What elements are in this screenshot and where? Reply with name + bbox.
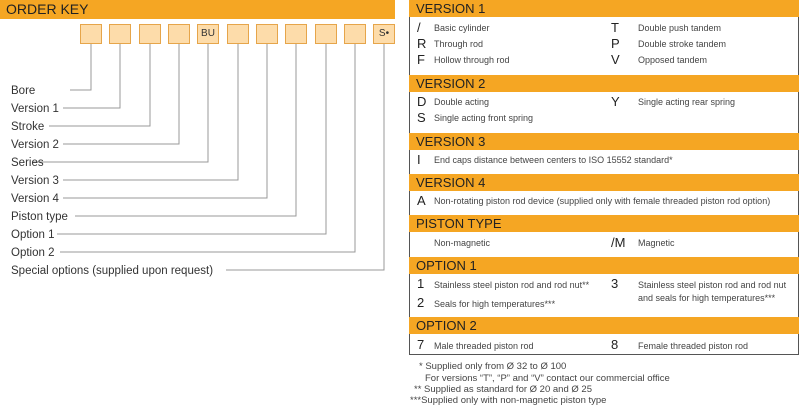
version1-desc: Through rod bbox=[434, 39, 484, 49]
footnote: ***Supplied only with non-magnetic pisto… bbox=[410, 395, 607, 406]
version4-header: VERSION 4 bbox=[409, 174, 799, 191]
footnote: ** Supplied as standard for Ø 20 and Ø 2… bbox=[414, 384, 592, 395]
version1-code: R bbox=[417, 36, 427, 51]
version2-desc: Single acting rear spring bbox=[638, 97, 736, 107]
option2-desc: Male threaded piston rod bbox=[434, 341, 534, 351]
option1-code: 3 bbox=[611, 276, 619, 291]
order-key-header: ORDER KEY bbox=[0, 0, 395, 19]
connector-piston-type bbox=[75, 44, 297, 217]
code-box-piston-type bbox=[285, 24, 307, 44]
option1-desc: Stainless steel piston rod and rod nut bbox=[638, 280, 787, 290]
option1-desc: Stainless steel piston rod and rod nut** bbox=[434, 280, 590, 290]
code-box-option2 bbox=[344, 24, 366, 44]
connector-option2 bbox=[60, 44, 356, 253]
code-box-series: BU bbox=[197, 24, 219, 44]
version3-desc: End caps distance between centers to ISO… bbox=[434, 155, 673, 165]
code-box-option1 bbox=[315, 24, 337, 44]
version2-desc: Double acting bbox=[434, 97, 490, 107]
option2-code: 8 bbox=[611, 337, 619, 352]
version3-code: I bbox=[417, 152, 421, 167]
version4-code: A bbox=[417, 193, 426, 208]
label-version2: Version 2 bbox=[11, 139, 59, 151]
code-box-stroke bbox=[139, 24, 161, 44]
label-option2: Option 2 bbox=[11, 247, 55, 259]
version2-code: S bbox=[417, 110, 426, 125]
version1-desc: Double push tandem bbox=[638, 23, 722, 33]
label-version4: Version 4 bbox=[11, 193, 59, 205]
version4-desc: Non-rotating piston rod device (supplied… bbox=[434, 196, 771, 206]
connector-version2 bbox=[63, 44, 180, 145]
version1-desc: Hollow through rod bbox=[434, 55, 510, 65]
version1-code: T bbox=[611, 20, 619, 35]
label-series: Series bbox=[11, 157, 44, 169]
version2-header: VERSION 2 bbox=[409, 75, 799, 92]
connector-version3 bbox=[63, 44, 239, 181]
version2-code: Y bbox=[611, 94, 620, 109]
piston-type-code: /M bbox=[611, 235, 626, 250]
version1-header: VERSION 1 bbox=[409, 0, 799, 17]
footnote: * Supplied only from Ø 32 to Ø 100 bbox=[419, 361, 567, 372]
option1-header: OPTION 1 bbox=[409, 257, 799, 274]
version1-code: / bbox=[417, 20, 421, 35]
label-special-options: Special options (supplied upon request) bbox=[11, 265, 214, 277]
piston-type-header: PISTON TYPE bbox=[409, 215, 799, 232]
code-box-version2 bbox=[168, 24, 190, 44]
label-piston-type: Piston type bbox=[11, 211, 68, 223]
connector-special bbox=[226, 44, 385, 271]
version3-header: VERSION 3 bbox=[409, 133, 799, 150]
connector-bore bbox=[70, 44, 92, 91]
option1-code: 1 bbox=[417, 276, 425, 291]
code-box-version1 bbox=[109, 24, 131, 44]
version1-desc: Opposed tandem bbox=[638, 55, 708, 65]
code-box-bore bbox=[80, 24, 102, 44]
code-box-version3 bbox=[227, 24, 249, 44]
label-option1: Option 1 bbox=[11, 229, 55, 241]
version2-code: D bbox=[417, 94, 427, 109]
version1-code: P bbox=[611, 36, 620, 51]
connector-option1 bbox=[57, 44, 327, 235]
connector-lines bbox=[33, 44, 385, 271]
version2-desc: Single acting front spring bbox=[434, 113, 534, 123]
version1-desc: Double stroke tandem bbox=[638, 39, 727, 49]
option1-desc: Seals for high temperatures*** bbox=[434, 299, 556, 309]
version1-desc: Basic cylinder bbox=[434, 23, 490, 33]
label-version1: Version 1 bbox=[11, 103, 59, 115]
piston-type-desc: Magnetic bbox=[638, 238, 675, 248]
label-bore: Bore bbox=[11, 85, 36, 97]
option1-desc: and seals for high temperatures*** bbox=[638, 293, 776, 303]
version1-code: V bbox=[611, 52, 620, 67]
connector-stroke bbox=[49, 44, 151, 127]
version1-code: F bbox=[417, 52, 425, 67]
option1-code: 2 bbox=[417, 295, 425, 310]
piston-type-desc: Non-magnetic bbox=[434, 238, 491, 248]
option2-header: OPTION 2 bbox=[409, 317, 799, 334]
option2-code: 7 bbox=[417, 337, 425, 352]
footnote: For versions “T”, “P” and “V” contact ou… bbox=[425, 373, 670, 384]
code-box-special: S• bbox=[373, 24, 395, 44]
connector-version4 bbox=[63, 44, 268, 199]
label-version3: Version 3 bbox=[11, 175, 59, 187]
connector-version1 bbox=[63, 44, 121, 109]
connector-series bbox=[33, 44, 209, 163]
option2-desc: Female threaded piston rod bbox=[638, 341, 749, 351]
code-box-version4 bbox=[256, 24, 278, 44]
label-stroke: Stroke bbox=[11, 121, 45, 133]
